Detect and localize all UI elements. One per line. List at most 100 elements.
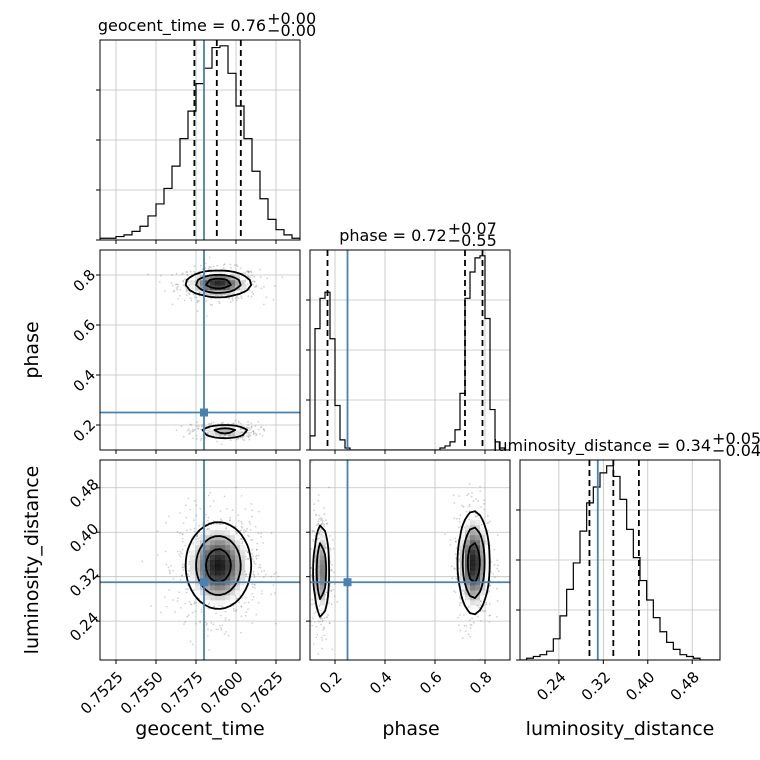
sample-point xyxy=(248,270,250,273)
panel-title-text: phase = 0.72 xyxy=(339,226,446,245)
sample-point xyxy=(229,300,232,303)
sample-point xyxy=(454,537,457,540)
sample-point xyxy=(231,509,234,511)
sample-point xyxy=(181,548,184,551)
sample-point xyxy=(275,572,278,574)
sample-point xyxy=(319,618,322,620)
sample-point xyxy=(197,427,200,430)
sample-point xyxy=(321,647,323,650)
scatter-panel-geocent_time-vs-phase xyxy=(100,250,300,450)
density-cell xyxy=(475,565,481,571)
sample-point xyxy=(246,557,249,560)
density-cell xyxy=(210,595,216,601)
sample-point xyxy=(317,653,320,655)
sample-point xyxy=(176,288,179,291)
sample-point xyxy=(248,438,251,441)
sample-point xyxy=(459,614,461,616)
density-cell xyxy=(200,550,206,556)
sample-point xyxy=(167,566,170,569)
sample-point xyxy=(222,421,225,424)
density-cell xyxy=(240,570,246,576)
sample-point xyxy=(218,523,221,525)
sample-point xyxy=(317,520,320,523)
sample-point xyxy=(252,430,255,432)
sample-point xyxy=(193,293,195,296)
sample-point xyxy=(235,610,237,613)
sample-point xyxy=(257,421,260,423)
sample-point xyxy=(192,611,194,614)
sample-point xyxy=(210,621,213,624)
sample-point xyxy=(168,589,171,592)
sample-point xyxy=(458,495,461,497)
sample-point xyxy=(456,517,458,520)
sample-point xyxy=(176,550,179,553)
sample-point xyxy=(224,617,227,619)
sample-point xyxy=(224,610,227,613)
density-cell xyxy=(210,275,216,281)
sample-point xyxy=(212,500,215,502)
density-cell xyxy=(245,560,251,566)
sample-point xyxy=(231,297,234,299)
sample-point xyxy=(254,425,257,428)
density-cell xyxy=(205,545,211,551)
sample-point xyxy=(319,529,322,532)
sample-point xyxy=(466,494,469,497)
sample-point xyxy=(310,548,312,550)
density-cell xyxy=(470,575,476,581)
density-cell xyxy=(470,590,476,596)
sample-point xyxy=(160,611,163,614)
sample-point xyxy=(229,516,231,519)
density-cell xyxy=(315,595,321,601)
density-cell xyxy=(215,600,221,606)
sample-point xyxy=(496,567,499,570)
sample-point xyxy=(311,624,314,627)
density-cell xyxy=(230,290,236,296)
panel-title-text: geocent_time = 0.76 xyxy=(98,16,266,36)
sample-point xyxy=(184,278,186,280)
density-cell xyxy=(475,520,481,526)
sample-point xyxy=(260,287,263,290)
sample-point xyxy=(189,508,192,511)
density-cell xyxy=(460,540,466,546)
density-cell xyxy=(470,540,476,546)
sample-point xyxy=(251,593,254,595)
sample-point xyxy=(476,514,479,517)
sample-point xyxy=(251,515,253,518)
panel-title-plus: +0.00 xyxy=(267,9,316,28)
sample-point xyxy=(209,304,212,306)
density-cell xyxy=(225,555,231,561)
density-cell xyxy=(470,545,476,551)
density-cell xyxy=(195,545,201,551)
sample-point xyxy=(213,605,215,608)
sample-point xyxy=(255,557,258,560)
density-cell xyxy=(220,535,226,541)
density-cell xyxy=(240,565,246,571)
sample-point xyxy=(141,560,144,563)
sample-point xyxy=(171,274,173,276)
sample-point xyxy=(185,290,188,293)
sample-point xyxy=(317,620,320,623)
sample-point xyxy=(252,433,255,436)
sample-point xyxy=(250,422,253,424)
sample-point xyxy=(454,591,457,594)
sample-point xyxy=(207,628,209,631)
sample-point xyxy=(263,286,265,288)
sample-point xyxy=(225,631,227,633)
sample-point xyxy=(330,569,333,572)
density-cell xyxy=(200,545,206,551)
density-cell xyxy=(230,430,236,436)
sample-point xyxy=(243,602,246,604)
density-cell xyxy=(215,595,221,601)
sample-point xyxy=(206,519,209,522)
density-cell xyxy=(465,570,471,576)
sample-point xyxy=(182,272,184,275)
sample-point xyxy=(195,601,197,604)
sample-point xyxy=(186,289,189,291)
sample-point xyxy=(232,605,235,607)
density-cell xyxy=(230,590,236,596)
density-cell xyxy=(485,565,491,571)
sample-point xyxy=(196,299,199,302)
sample-point xyxy=(201,523,204,526)
contour-geocent_time-vs-phase-2 xyxy=(184,269,253,440)
sample-point xyxy=(165,521,168,524)
